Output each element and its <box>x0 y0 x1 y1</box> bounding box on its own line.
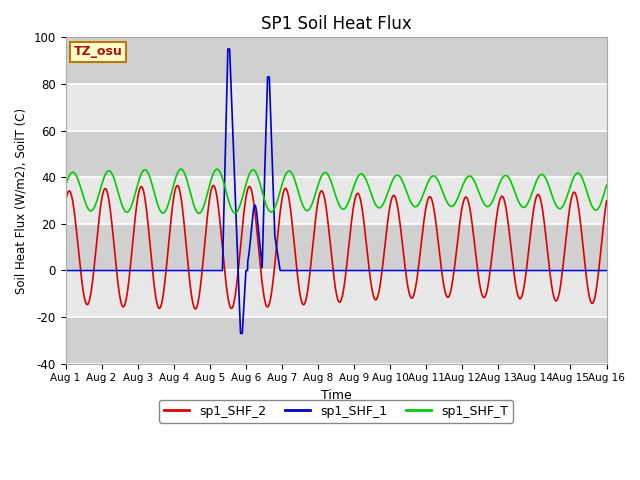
sp1_SHF_T <box>603 182 611 188</box>
sp1_SHF_T <box>269 208 276 214</box>
Bar <box>65 37 607 84</box>
Title: SP1 Soil Heat Flux: SP1 Soil Heat Flux <box>260 15 412 33</box>
sp1_SHF_2 <box>209 182 217 188</box>
Legend: sp1_SHF_2, sp1_SHF_1, sp1_SHF_T: sp1_SHF_2, sp1_SHF_1, sp1_SHF_T <box>159 400 513 423</box>
sp1_SHF_1 <box>224 46 232 52</box>
Line: sp1_SHF_2: sp1_SHF_2 <box>65 185 607 309</box>
Bar <box>65 177 607 224</box>
sp1_SHF_2 <box>603 198 611 204</box>
Bar <box>65 84 607 131</box>
X-axis label: Time: Time <box>321 389 351 402</box>
sp1_SHF_T <box>387 183 394 189</box>
Bar <box>65 317 607 364</box>
sp1_SHF_T <box>195 210 203 216</box>
sp1_SHF_1 <box>269 166 276 172</box>
sp1_SHF_1 <box>387 267 394 273</box>
sp1_SHF_1 <box>465 267 473 273</box>
sp1_SHF_2 <box>61 199 69 205</box>
sp1_SHF_T <box>507 178 515 184</box>
sp1_SHF_2 <box>507 240 515 246</box>
sp1_SHF_T <box>160 210 168 216</box>
sp1_SHF_T <box>413 203 421 208</box>
sp1_SHF_2 <box>387 202 394 208</box>
sp1_SHF_1 <box>160 267 168 273</box>
sp1_SHF_T <box>61 182 69 188</box>
Y-axis label: Soil Heat Flux (W/m2), SoilT (C): Soil Heat Flux (W/m2), SoilT (C) <box>15 108 28 294</box>
Bar <box>65 131 607 177</box>
sp1_SHF_1 <box>237 331 244 336</box>
sp1_SHF_T <box>465 173 473 179</box>
sp1_SHF_2 <box>191 306 199 312</box>
sp1_SHF_T <box>177 166 185 172</box>
Line: sp1_SHF_T: sp1_SHF_T <box>65 169 607 213</box>
sp1_SHF_2 <box>465 204 473 209</box>
sp1_SHF_1 <box>603 267 611 273</box>
sp1_SHF_2 <box>160 288 168 294</box>
sp1_SHF_1 <box>413 267 421 273</box>
Bar <box>65 270 607 317</box>
sp1_SHF_1 <box>61 267 69 273</box>
sp1_SHF_2 <box>413 271 421 277</box>
Text: TZ_osu: TZ_osu <box>74 45 122 58</box>
Line: sp1_SHF_1: sp1_SHF_1 <box>65 49 607 334</box>
sp1_SHF_2 <box>269 283 276 289</box>
Bar <box>65 224 607 270</box>
sp1_SHF_1 <box>507 267 515 273</box>
